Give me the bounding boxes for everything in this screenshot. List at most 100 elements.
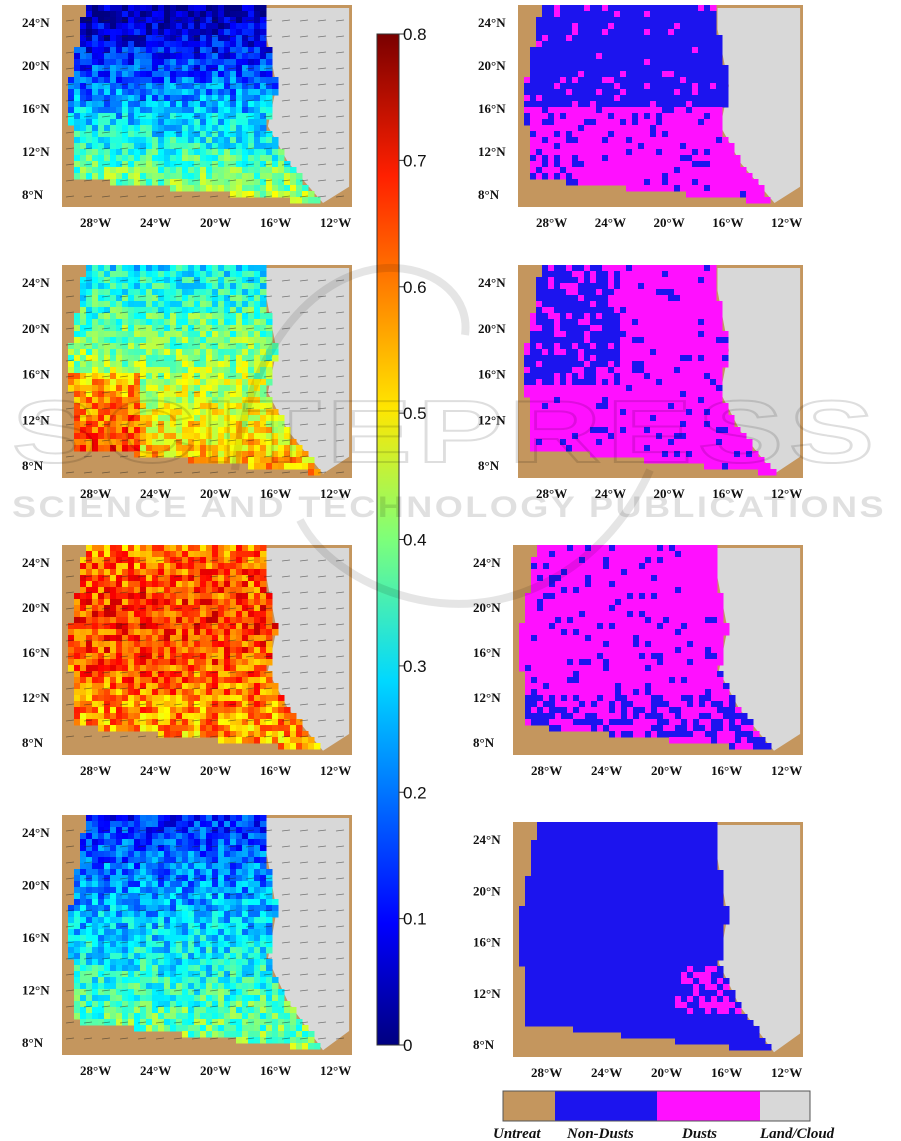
wind-arrow [245,179,255,182]
aod-cell [260,857,267,864]
aod-cell [74,935,81,942]
aod-cell [194,551,201,558]
aod-cell [266,167,273,174]
aod-cell [116,131,123,138]
aod-cell [236,941,243,948]
aod-cell [200,349,207,356]
aod-cell [212,343,219,350]
aod-cell [122,1013,129,1020]
aod-cell [68,101,75,108]
aod-cell [236,869,243,876]
aod-cell [218,689,225,696]
wind-arrow [263,99,273,102]
aod-cell [140,593,147,600]
aod-cell [74,653,81,660]
aod-cell [92,977,99,984]
wind-arrow [191,423,201,426]
aod-cell [212,881,219,888]
aod-cell [80,1013,87,1020]
aod-cell [110,409,117,416]
aod-cell [236,167,243,174]
land-area [265,268,350,474]
aod-cell [92,313,99,320]
aod-cell [182,41,189,48]
aod-cell [140,403,147,410]
aod-cell [212,11,219,18]
aod-cell [128,83,135,90]
aod-cell [140,983,147,990]
aod-cell [236,367,243,374]
aod-cell [296,463,303,470]
aod-cell [98,635,105,642]
aod-cell [140,155,147,162]
aod-cell [260,941,267,948]
aod-cell [128,821,135,828]
aod-cell [182,995,189,1002]
aod-cell [236,421,243,428]
aod-cell [92,995,99,1002]
aod-cell [164,427,171,434]
aod-cell [230,29,237,36]
aod-cell [116,815,123,822]
wind-arrow [281,67,291,70]
aod-cell [158,983,165,990]
aod-cell [134,313,141,320]
aod-cell [116,953,123,960]
aod-cell [248,361,255,368]
aod-cell [254,427,261,434]
aod-cell [110,929,117,936]
aod-cell [206,17,213,24]
aod-cell [254,83,261,90]
aod-cell [86,415,93,422]
aod-cell [140,911,147,918]
aod-cell [122,5,129,12]
aod-cell [164,815,171,822]
aod-cell [182,575,189,582]
aod-cell [134,119,141,126]
aod-cell [248,551,255,558]
aod-cell [116,839,123,846]
aod-cell [176,89,183,96]
aod-cell [224,713,231,720]
aod-cell [104,5,111,12]
aod-cell [188,827,195,834]
aod-cell [242,155,249,162]
aod-cell [236,953,243,960]
aod-cell [140,53,147,60]
aod-cell [158,11,165,18]
aod-cell [146,713,153,720]
aod-cell [116,307,123,314]
aod-cell [242,827,249,834]
aod-cell [242,113,249,120]
aod-cell [200,35,207,42]
aod-cell [140,71,147,78]
aod-cell [260,863,267,870]
aod-cell [86,403,93,410]
aod-cell [254,653,261,660]
aod-cell [98,689,105,696]
aod-cell [254,1001,261,1008]
aod-cell [224,659,231,666]
aod-cell [212,587,219,594]
aod-cell [188,683,195,690]
aod-cell [206,563,213,570]
aod-cell [128,23,135,30]
aod-cell [80,319,87,326]
aod-cell [110,695,117,702]
aod-cell [92,683,99,690]
aod-cell [104,119,111,126]
aod-cell [122,77,129,84]
aod-cell [128,557,135,564]
aod-cell [98,869,105,876]
aod-cell [272,349,279,356]
aod-cell [86,611,93,618]
aod-cell [158,641,165,648]
lat-tick-label: 24°N [22,15,50,30]
aod-cell [182,983,189,990]
aod-cell [200,29,207,36]
aod-cell [74,83,81,90]
aod-cell [176,905,183,912]
aod-cell [128,707,135,714]
aod-cell [260,683,267,690]
aod-cell [98,623,105,630]
